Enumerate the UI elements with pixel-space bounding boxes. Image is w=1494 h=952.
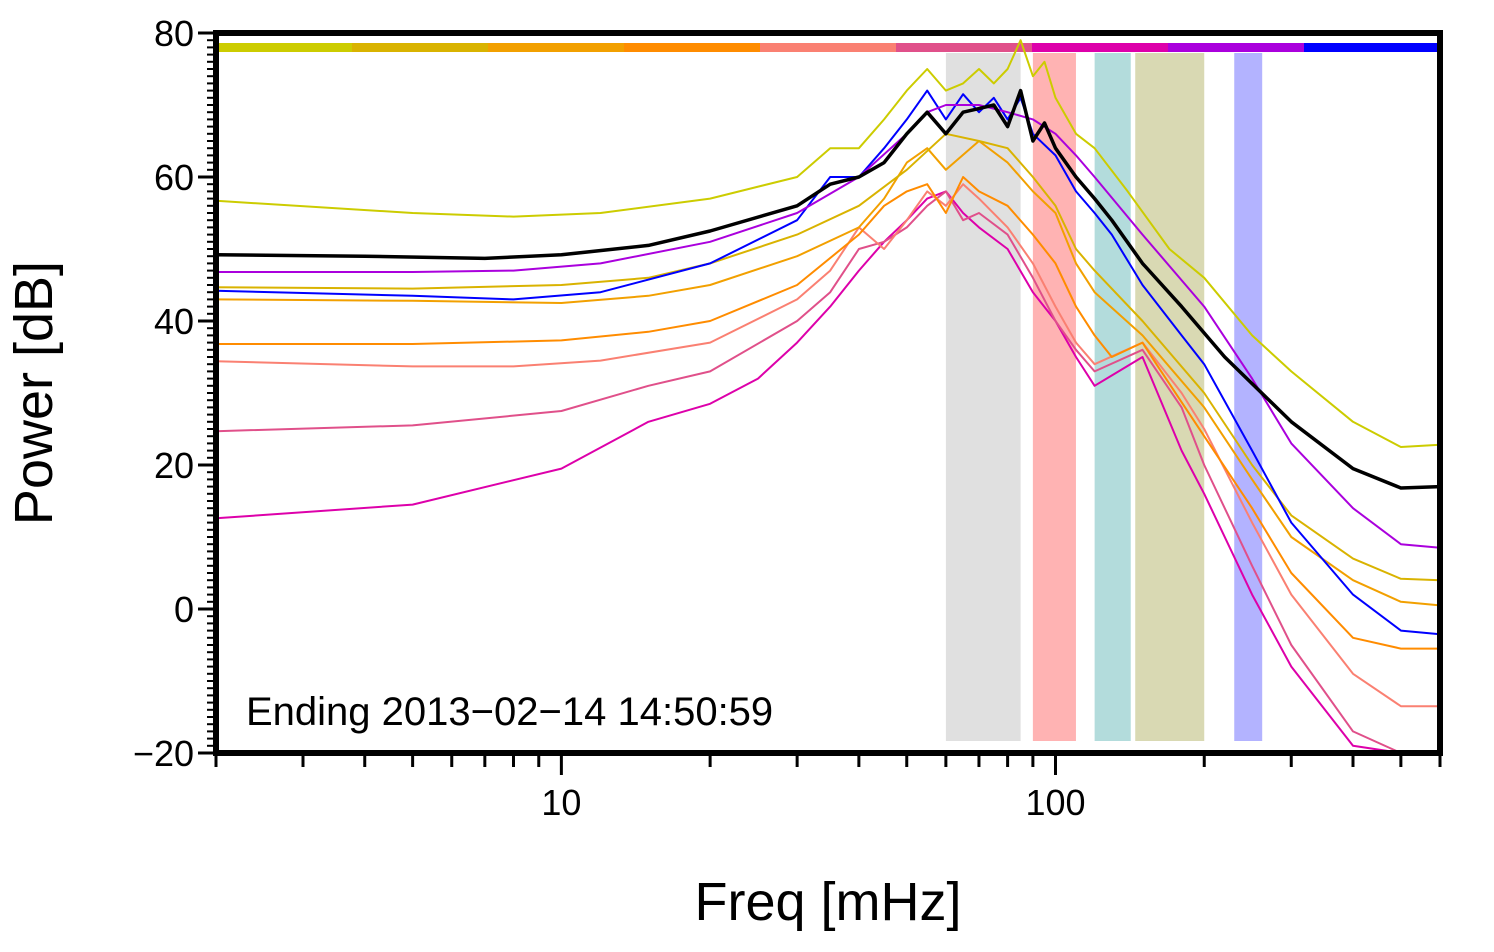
series-line-s6	[216, 176, 1440, 650]
color-strip	[216, 43, 1441, 52]
y-axis-title: Power [dB]	[4, 261, 64, 525]
series-line-s8	[216, 190, 1440, 753]
y-axis: −20 0 20 40 60 80	[133, 13, 216, 774]
shaded-band-1	[945, 53, 1021, 741]
y-tick-label: 0	[174, 589, 194, 630]
x-axis-title: Freq [mHz]	[694, 872, 961, 932]
color-strip-segment-2	[352, 43, 489, 52]
shaded-band-2	[1032, 53, 1076, 741]
color-strip-segment-5	[760, 43, 897, 52]
series-line-s3	[216, 89, 1440, 636]
y-tick-label: 60	[154, 157, 194, 198]
series-line-s5	[216, 140, 1440, 607]
spectrum-lines	[216, 39, 1440, 753]
y-tick-label: 40	[154, 301, 194, 342]
series-line-mean	[216, 88, 1440, 490]
shaded-bands	[945, 53, 1263, 741]
color-strip-segment-6	[896, 43, 1033, 52]
shaded-band-3	[1094, 53, 1131, 741]
x-axis: 10 100	[214, 753, 1442, 823]
x-tick-label: 100	[1025, 782, 1085, 823]
series-line-s1	[216, 39, 1440, 448]
color-strip-segment-7	[1032, 43, 1169, 52]
series-line-s2	[216, 104, 1440, 549]
color-strip-segment-3	[488, 43, 625, 52]
y-tick-label: 20	[154, 445, 194, 486]
x-tick-label: 10	[541, 782, 581, 823]
color-strip-segment-8	[1168, 43, 1305, 52]
shaded-band-5	[1234, 53, 1263, 741]
color-strip-segment-1	[216, 43, 353, 52]
y-tick-label: −20	[133, 733, 194, 774]
shaded-band-4	[1135, 53, 1205, 741]
y-tick-label: 80	[154, 13, 194, 54]
timestamp-annotation: Ending 2013−02−14 14:50:59	[246, 690, 773, 734]
series-line-s9	[216, 190, 1440, 753]
series-line-s7	[216, 183, 1440, 708]
color-strip-segment-9	[1304, 43, 1441, 52]
color-strip-segment-4	[624, 43, 761, 52]
